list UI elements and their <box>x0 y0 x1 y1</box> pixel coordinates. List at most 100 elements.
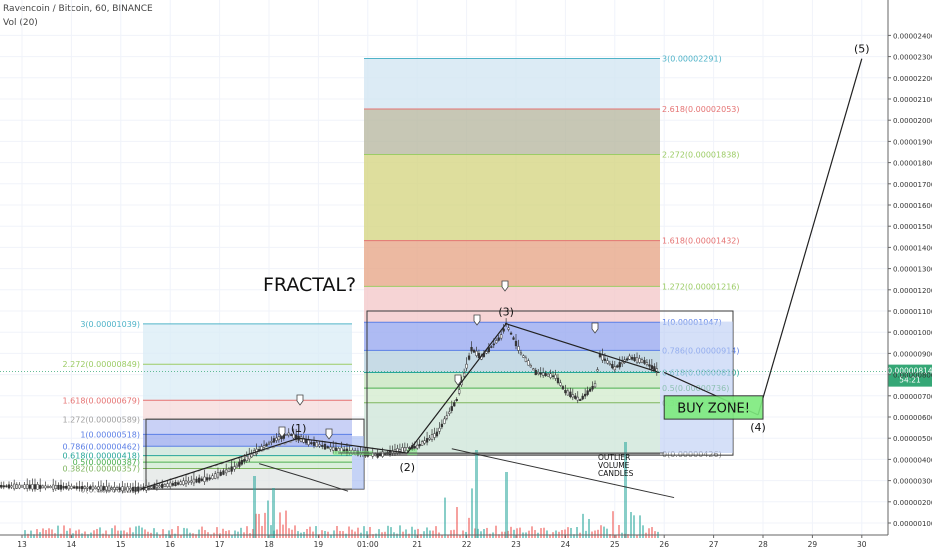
wave-label: (2) <box>400 461 416 474</box>
candle-body <box>129 487 132 491</box>
candle-body <box>571 394 574 398</box>
candle-body <box>379 453 382 457</box>
candle-body <box>579 399 582 401</box>
volume-bar <box>447 534 449 538</box>
x-axis-tick-label: 21 <box>412 540 422 549</box>
candle-body <box>44 485 47 489</box>
volume-bar <box>201 526 203 538</box>
volume-bar <box>36 529 38 538</box>
dashed-guide <box>140 437 304 490</box>
candle-body <box>576 396 579 401</box>
candle-body <box>163 484 167 487</box>
volume-bar <box>180 534 182 538</box>
candle-body <box>549 373 552 378</box>
volume-bar <box>339 530 341 538</box>
candle-body <box>517 346 520 351</box>
candle-body <box>2 485 5 488</box>
candle-body <box>323 444 327 450</box>
volume-bar <box>378 529 380 538</box>
x-axis-tick-label: 23 <box>511 540 521 549</box>
volume-bar <box>333 530 335 538</box>
x-axis-tick-label: 15 <box>116 540 126 549</box>
candle-body <box>643 360 646 364</box>
candle-body <box>413 446 416 449</box>
volume-bar <box>585 530 587 538</box>
candle-body <box>315 442 318 447</box>
candle-body <box>243 459 246 462</box>
volume-bar <box>123 530 125 538</box>
fib-zone-small <box>143 434 352 447</box>
candle-body <box>329 446 332 450</box>
candle-body <box>593 383 597 388</box>
volume-bar <box>627 534 629 538</box>
candle-body <box>500 334 503 339</box>
volume-bar <box>546 530 548 538</box>
candle-body <box>292 433 295 439</box>
y-axis-tick-label: 0.00000600 <box>893 414 932 422</box>
volume-bar <box>408 533 410 538</box>
candle-body <box>107 485 111 491</box>
x-axis-tick-label: 01:00 <box>357 540 379 549</box>
volume-bar <box>198 529 200 538</box>
candle-body <box>285 434 288 436</box>
candle-body <box>277 436 281 441</box>
pointer-marker-icon <box>454 374 462 386</box>
volume-bar <box>54 533 56 538</box>
volume-bar <box>135 526 137 538</box>
y-axis-tick-label: 0.00000700 <box>893 393 932 401</box>
volume-bar <box>495 525 497 538</box>
candle-body <box>39 484 42 489</box>
candle-body <box>401 447 404 453</box>
candle-body <box>455 399 458 402</box>
candle-body <box>41 485 44 489</box>
candle-body <box>448 411 451 414</box>
candle-body <box>403 447 407 452</box>
channel-line <box>308 478 349 492</box>
volume-bar <box>186 528 188 538</box>
pointer-marker-icon <box>591 322 599 334</box>
candle-body <box>435 431 439 437</box>
volume-bar <box>411 526 413 538</box>
volume-bar <box>516 528 518 538</box>
candle-body <box>458 389 461 394</box>
volume-bar <box>513 529 515 538</box>
candle-body <box>581 395 584 400</box>
volume-bar <box>249 533 251 538</box>
candle-body <box>54 485 57 489</box>
volume-bar <box>195 534 197 538</box>
candle-body <box>445 415 448 419</box>
volume-bar <box>231 534 233 538</box>
candle-body <box>176 482 180 485</box>
candle-body <box>539 372 542 375</box>
candle-body <box>304 439 308 444</box>
fib-zone-small <box>143 419 352 435</box>
x-axis-tick-label: 28 <box>758 540 768 549</box>
candle-body <box>423 440 426 444</box>
volume-bar <box>240 527 242 538</box>
volume-bar <box>555 530 557 538</box>
candle-body <box>134 486 137 492</box>
candle-body <box>514 340 518 347</box>
candle-body <box>216 472 220 478</box>
candle-body <box>192 478 196 484</box>
x-axis-tick-label: 16 <box>165 540 175 549</box>
candle-body <box>430 434 434 440</box>
trend-line <box>505 323 660 374</box>
fib-zone-large <box>364 388 660 403</box>
volume-bar <box>429 530 431 538</box>
volume-bar <box>399 525 401 538</box>
candle-body <box>115 487 119 490</box>
fib-level-label-small: 2.272(0.00000849) <box>63 360 141 369</box>
x-axis-tick-label: 25 <box>610 540 620 549</box>
candle-body <box>307 439 310 445</box>
candle-body <box>542 372 545 376</box>
volume-bar <box>57 525 59 538</box>
candle-body <box>225 469 228 474</box>
volume-bar <box>288 528 290 538</box>
volume-bar <box>651 527 653 538</box>
volume-bar <box>321 530 323 538</box>
volume-bar <box>612 511 614 538</box>
fib-level-label-large: 0(0.00000426) <box>662 450 722 459</box>
chart-title: Ravencoin / Bitcoin, 60, BINANCE <box>3 4 153 14</box>
